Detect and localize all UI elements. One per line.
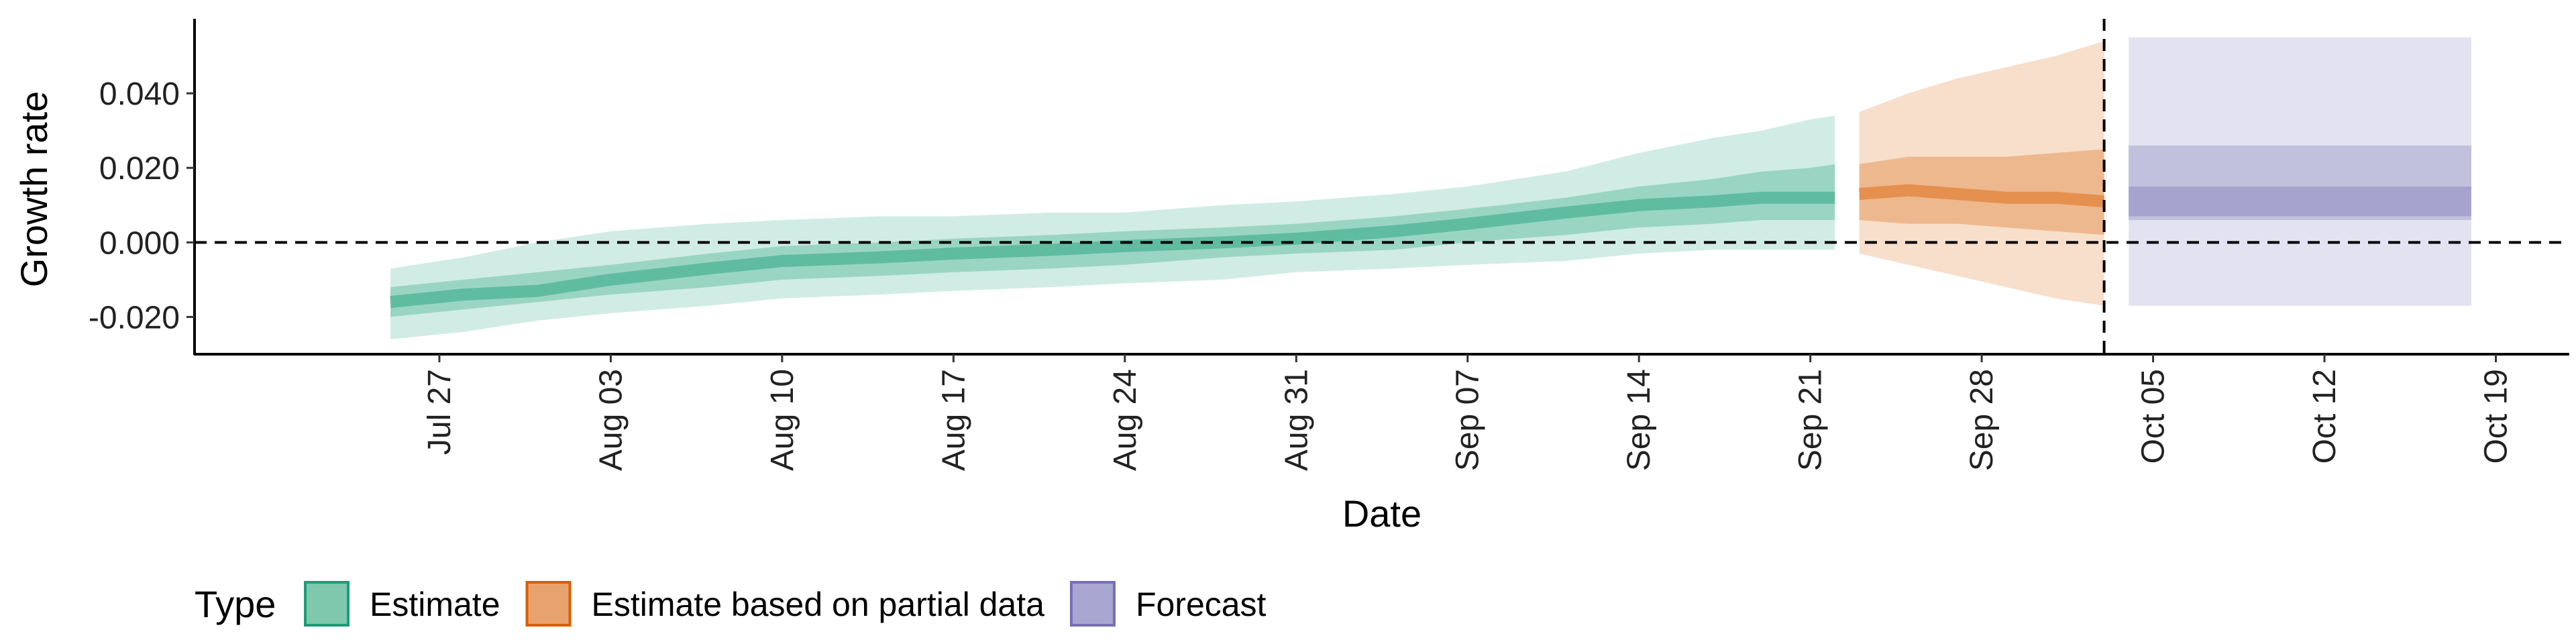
reference-lines: [195, 19, 2569, 354]
legend-swatch: [525, 581, 572, 627]
x-tick-label: Jul 27: [422, 369, 458, 455]
y-tick-label: -0.020: [89, 300, 180, 335]
legend-item: Estimate: [304, 581, 500, 627]
series-0: [390, 115, 1835, 339]
band-90-0: [390, 115, 1835, 339]
band-20-2: [2129, 186, 2471, 217]
x-tick-label: Sep 21: [1793, 369, 1829, 471]
x-tick-label: Oct 19: [2479, 369, 2514, 464]
x-tick-label: Sep 28: [1964, 369, 2000, 471]
median-line-1: [1858, 184, 2105, 208]
legend-swatch: [1069, 581, 1116, 627]
x-tick-label: Aug 03: [593, 369, 629, 471]
axes: -0.020 0.000 0.020 0.040 Jul 27 Aug 03 Aug 10 A…: [89, 19, 2569, 471]
median-line-0: [390, 191, 1835, 309]
y-axis-title: Growth rate: [13, 91, 55, 288]
x-tick-label: Oct 05: [2136, 369, 2171, 464]
legend-item: Forecast: [1069, 581, 1267, 627]
x-tick-label: Sep 14: [1621, 369, 1657, 471]
legend: Type Estimate Estimate based on partial da…: [195, 581, 1267, 627]
x-tick-label: Oct 12: [2307, 369, 2343, 464]
x-tick-label: Sep 07: [1450, 369, 1486, 471]
legend-label: Forecast: [1136, 586, 1267, 623]
x-tick-label: Aug 24: [1108, 369, 1143, 471]
band-90-2: [2129, 37, 2471, 306]
y-tick-label: 0.000: [99, 225, 180, 261]
series-1: [1858, 41, 2105, 306]
band-90-1: [1859, 41, 2104, 306]
x-tick-label: Aug 17: [936, 369, 971, 471]
legend-swatch: [304, 581, 350, 627]
band-50-1: [1859, 149, 2104, 235]
x-axis-title: Date: [1342, 492, 1421, 535]
legend-title: Type: [195, 583, 276, 625]
legend-label: Estimate based on partial data: [592, 586, 1045, 623]
legend-item: Estimate based on partial data: [525, 581, 1045, 627]
x-tick-label: Aug 10: [765, 369, 800, 471]
x-tick-label: Aug 31: [1279, 369, 1314, 471]
y-tick-label: 0.020: [99, 151, 180, 186]
band-50-2: [2129, 145, 2471, 220]
series-2: [2129, 37, 2471, 306]
ribbon-layer: [390, 37, 2471, 339]
band-50-0: [390, 164, 1835, 317]
y-tick-label: 0.040: [99, 76, 180, 112]
legend-label: Estimate: [370, 586, 500, 623]
